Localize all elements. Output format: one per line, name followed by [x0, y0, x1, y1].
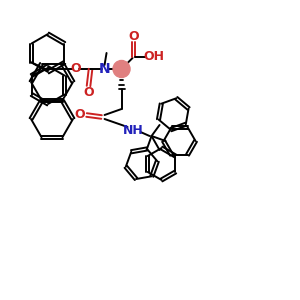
- Text: O: O: [83, 85, 94, 98]
- Text: O: O: [74, 109, 85, 122]
- Text: O: O: [70, 62, 81, 76]
- Circle shape: [113, 61, 130, 77]
- Text: N: N: [99, 62, 110, 76]
- Text: NH: NH: [123, 124, 144, 137]
- Text: OH: OH: [143, 50, 164, 64]
- Text: O: O: [128, 29, 139, 43]
